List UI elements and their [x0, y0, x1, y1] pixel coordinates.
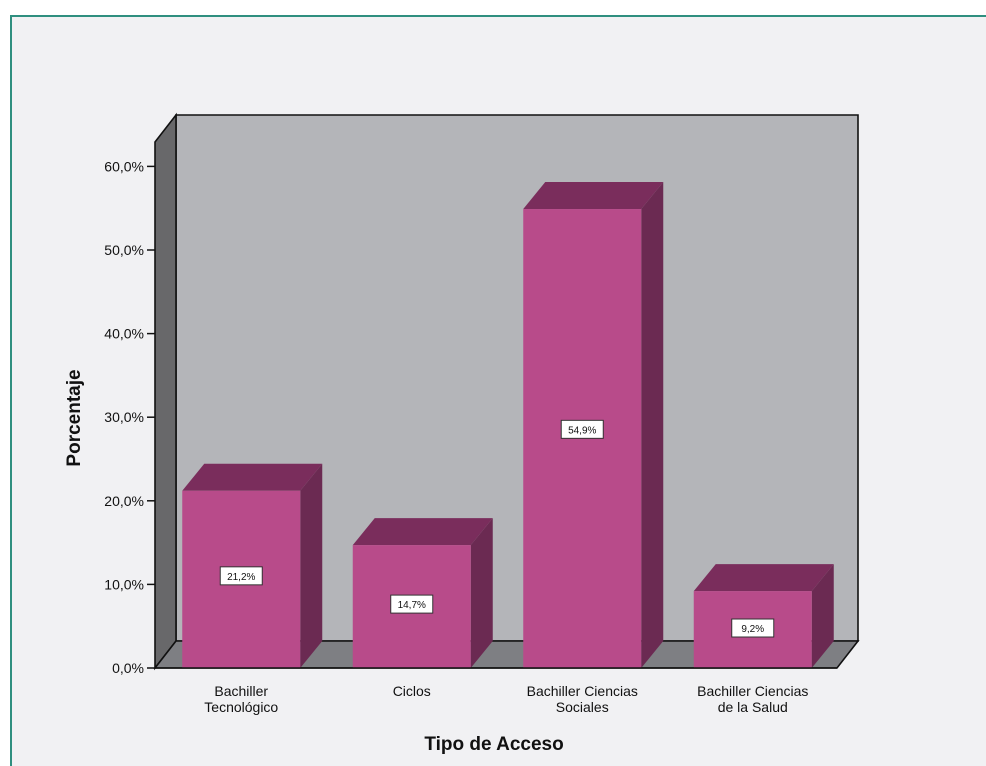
y-tick-label: 30,0% — [104, 409, 144, 425]
y-tick-label: 60,0% — [104, 158, 144, 174]
bar-group: 9,2% — [693, 564, 834, 668]
y-tick-label: 50,0% — [104, 242, 144, 258]
bar-side — [811, 564, 834, 668]
bar-value-label: 14,7% — [398, 600, 426, 611]
bar-value-label: 9,2% — [741, 624, 764, 635]
bar-top — [523, 182, 664, 210]
bar-side — [641, 182, 664, 668]
bar-top — [693, 564, 834, 592]
y-tick-label: 10,0% — [104, 576, 144, 592]
x-tick-label: Ciclos — [393, 683, 431, 699]
bar-side — [470, 518, 493, 668]
bar-value-label: 21,2% — [227, 572, 255, 583]
bar-value-box — [219, 566, 263, 586]
y-tick-label: 20,0% — [104, 493, 144, 509]
bar-series: 21,2% 14,7% 54,9% 9,2% — [182, 182, 834, 668]
bar-group: 14,7% — [352, 518, 493, 668]
x-tick-label: Bachiller Ciencias de la Salud — [697, 683, 808, 715]
x-axis: Bachiller Tecnológico Ciclos Bachiller Cien… — [155, 667, 837, 715]
bar-top — [352, 518, 493, 546]
bar-value-box — [731, 618, 775, 638]
y-axis-title: Porcentaje — [64, 369, 85, 466]
side-wall — [154, 112, 177, 671]
x-tick-label: Bachiller Tecnológico — [204, 683, 278, 715]
bar-value-label: 54,9% — [568, 425, 596, 436]
y-tick-label: 0,0% — [112, 660, 144, 676]
bar-group: 54,9% — [523, 182, 664, 668]
bar-value-box — [390, 594, 434, 614]
bar-top — [182, 463, 323, 491]
y-axis: 0,0% 10,0% 20,0% 30,0% 40,0% 50,0% 60,0% — [104, 158, 155, 676]
x-tick-label: Bachiller Ciencias Sociales — [527, 683, 638, 715]
chart-walls — [153, 112, 860, 671]
bar-side — [300, 463, 323, 668]
y-tick-label: 40,0% — [104, 326, 144, 342]
x-axis-title: Tipo de Acceso — [424, 734, 563, 755]
bar-value-box — [560, 419, 604, 439]
bar-group: 21,2% — [182, 463, 323, 668]
